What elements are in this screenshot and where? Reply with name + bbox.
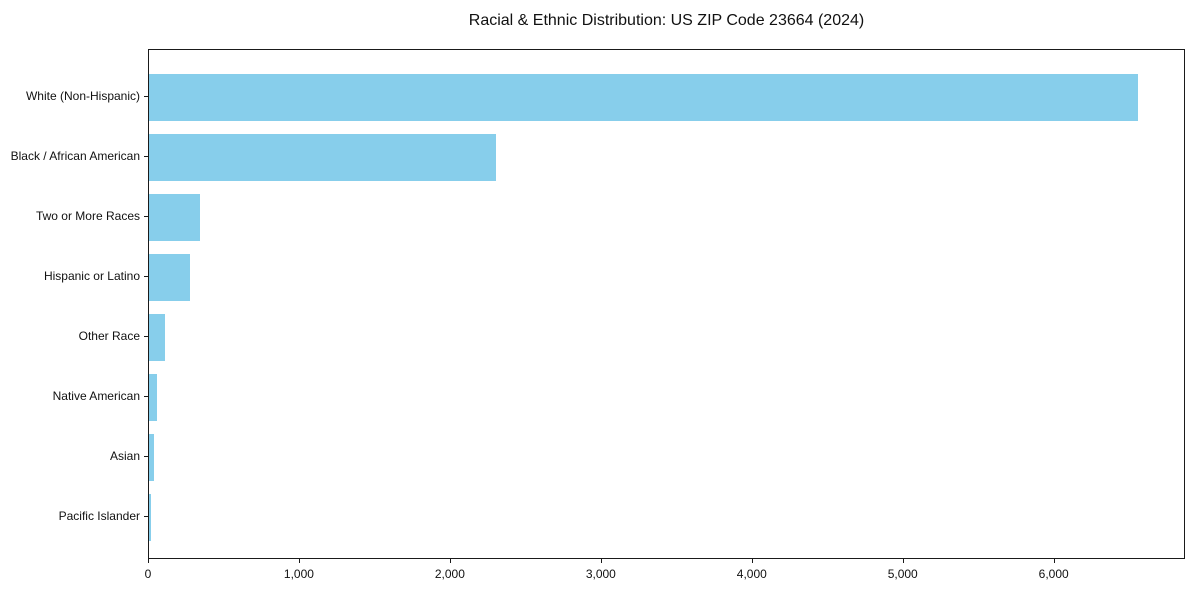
plot-area [148,49,1185,559]
y-axis-tick [144,336,148,337]
x-axis-tick [298,559,300,563]
y-axis-tick [144,156,148,157]
y-tick-label: Two or More Races [35,209,140,223]
x-tick-label: 3,000 [585,567,616,581]
y-tick-label: White (Non-Hispanic) [25,89,140,103]
y-tick-label: Other Race [78,329,140,343]
y-axis-tick [144,216,148,217]
x-axis-tick [751,559,753,563]
bar-asian [149,433,154,481]
x-axis-tick [600,559,602,563]
bar-two-or-more-races [149,193,200,241]
y-tick-label: Hispanic or Latino [43,269,140,283]
x-tick-label: 1,000 [283,567,314,581]
y-axis-tick [144,96,148,97]
x-axis-tick [148,559,149,563]
bar-black-african-american [149,133,497,181]
x-tick-label: 6,000 [1038,567,1069,581]
x-tick-label: 4,000 [736,567,767,581]
chart-title: Racial & Ethnic Distribution: US ZIP Cod… [468,12,865,29]
bar-white-non-hispanic [149,73,1138,121]
x-axis-tick [1053,559,1055,563]
y-tick-label: Native American [52,389,140,403]
bar-other-race [149,313,165,361]
y-axis-tick [144,516,148,517]
y-tick-label: Asian [109,449,140,463]
x-axis-tick [449,559,451,563]
x-tick-label: 0 [144,567,152,581]
y-tick-label: Pacific Islander [58,509,140,523]
x-tick-label: 5,000 [887,567,918,581]
x-tick-label: 2,000 [434,567,465,581]
y-tick-label: Black / African American [10,149,140,163]
bar-pacific-islander [149,493,152,541]
bar-native-american [149,373,157,421]
y-axis-tick [144,456,148,457]
y-axis-tick [144,396,148,397]
bar-hispanic-or-latino [149,253,190,301]
x-axis-tick [902,559,904,563]
y-axis-tick [144,276,148,277]
